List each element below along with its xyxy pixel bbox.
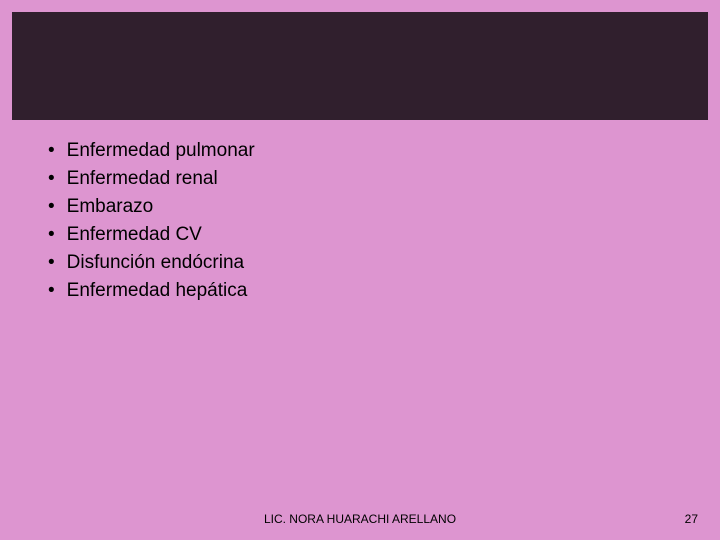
- slide: • Enfermedad pulmonar • Enfermedad renal…: [0, 0, 720, 540]
- list-item: • Embarazo: [48, 196, 672, 218]
- bullet-icon: •: [48, 225, 55, 244]
- content-area: • Enfermedad pulmonar • Enfermedad renal…: [48, 140, 672, 308]
- footer-page-number: 27: [685, 512, 698, 526]
- bullet-icon: •: [48, 253, 55, 272]
- list-item-text: Enfermedad hepática: [67, 280, 248, 302]
- bullet-icon: •: [48, 141, 55, 160]
- bullet-icon: •: [48, 169, 55, 188]
- header-band: [12, 12, 708, 120]
- list-item-text: Enfermedad CV: [67, 224, 202, 246]
- list-item-text: Disfunción endócrina: [67, 252, 244, 274]
- list-item: • Enfermedad hepática: [48, 280, 672, 302]
- list-item-text: Embarazo: [67, 196, 154, 218]
- list-item: • Enfermedad renal: [48, 168, 672, 190]
- list-item: • Disfunción endócrina: [48, 252, 672, 274]
- footer-author: LIC. NORA HUARACHI ARELLANO: [0, 512, 720, 526]
- list-item: • Enfermedad CV: [48, 224, 672, 246]
- list-item: • Enfermedad pulmonar: [48, 140, 672, 162]
- list-item-text: Enfermedad pulmonar: [67, 140, 255, 162]
- list-item-text: Enfermedad renal: [67, 168, 218, 190]
- bullet-icon: •: [48, 281, 55, 300]
- bullet-list: • Enfermedad pulmonar • Enfermedad renal…: [48, 140, 672, 302]
- bullet-icon: •: [48, 197, 55, 216]
